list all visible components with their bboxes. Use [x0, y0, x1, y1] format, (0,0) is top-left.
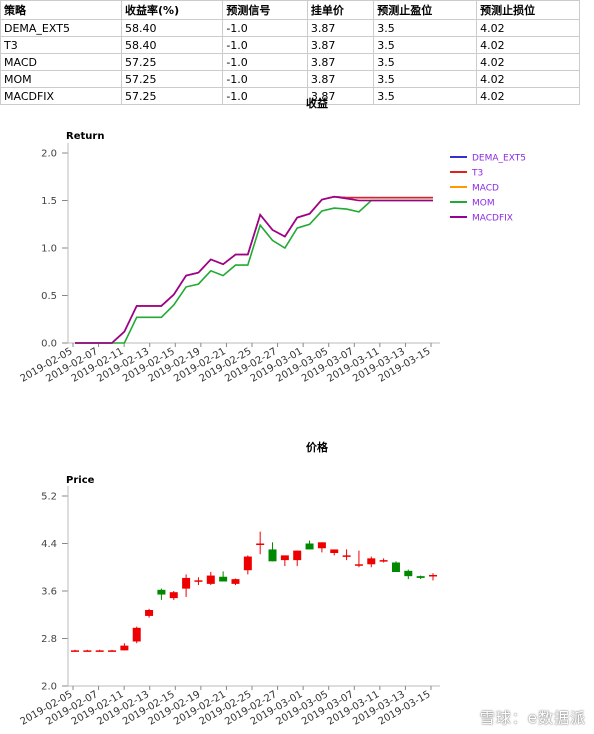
chart-title: 价格: [306, 440, 329, 454]
table-cell: 3.5: [373, 36, 478, 54]
candle-body: [256, 543, 265, 545]
table-cell: 58.40: [121, 19, 224, 37]
y-tick-label: 2.0: [41, 149, 57, 160]
table-cell: -1.0: [222, 53, 308, 71]
table-cell: 4.02: [476, 53, 580, 71]
legend-label: MOM: [472, 199, 495, 209]
table-row: MACD 57.25 -1.0 3.87 3.5 4.02: [0, 53, 580, 71]
table-cell: 3.87: [306, 19, 375, 37]
table-cell: 3.87: [306, 70, 375, 88]
table-header-cell: 收益率(%): [121, 0, 224, 20]
candle-body: [293, 550, 302, 561]
candle-body: [231, 579, 240, 584]
table-cell: -1.0: [222, 70, 308, 88]
table-header-row: 策略 收益率(%) 预测信号 挂单价 预测止盈位 预测止损位: [0, 0, 580, 20]
y-tick-label: 2.0: [41, 682, 57, 693]
table-header-cell: 挂单价: [306, 0, 375, 20]
candle-body: [219, 576, 228, 582]
candle-body: [354, 564, 363, 566]
table-cell: 3.5: [373, 70, 478, 88]
table-row: T3 58.40 -1.0 3.87 3.5 4.02: [0, 36, 580, 54]
candle-body: [83, 650, 92, 652]
candle-body: [330, 549, 339, 553]
candle-body: [280, 555, 289, 561]
candle-body: [145, 610, 154, 616]
candle-body: [429, 574, 437, 577]
chart-title: 收益: [306, 96, 328, 110]
candle-body: [317, 542, 326, 549]
table-cell: 3.5: [373, 87, 478, 105]
candle-body: [404, 570, 413, 577]
table-cell: T3: [0, 36, 123, 54]
candle-body: [108, 650, 117, 652]
candle-body: [268, 549, 277, 562]
table-cell: 57.25: [121, 70, 224, 88]
table-cell: 4.02: [476, 19, 580, 37]
legend-label: DEMA_EXT5: [472, 154, 526, 164]
table-header-cell: 策略: [0, 0, 123, 20]
watermark: 雪球：e数据派: [479, 709, 586, 727]
candle-body: [120, 645, 129, 651]
table-cell: 3.87: [306, 36, 375, 54]
candle-body: [206, 575, 215, 584]
table-cell: 3.5: [373, 53, 478, 71]
table-cell: DEMA_EXT5: [0, 19, 123, 37]
table-cell: 57.25: [121, 53, 224, 71]
candle-body: [243, 556, 252, 571]
table-cell: MOM: [0, 70, 123, 88]
y-tick-label: 0.0: [41, 339, 57, 350]
candle-body: [342, 555, 351, 557]
candle-body: [182, 577, 191, 589]
y-tick-label: 1.0: [41, 244, 57, 255]
candle-body: [416, 576, 425, 578]
y-tick-label: 3.6: [41, 587, 57, 598]
candle-body: [379, 560, 388, 562]
candle-body: [132, 627, 141, 642]
table-cell: 4.02: [476, 36, 580, 54]
table-cell: 4.02: [476, 70, 580, 88]
table-header-cell: 预测止损位: [476, 0, 580, 20]
legend-label: MACD: [472, 184, 499, 194]
y-axis-label: Return: [66, 131, 104, 142]
candle-body: [391, 562, 400, 572]
y-tick-label: 0.5: [41, 291, 57, 302]
table-body: DEMA_EXT5 58.40 -1.0 3.87 3.5 4.02 T3 58.40 -1.0…: [0, 19, 580, 105]
table-header-cell: 预测止盈位: [373, 0, 478, 20]
table-cell: 3.87: [306, 87, 375, 105]
price-chart: 价格Price2.02.83.64.45.22019-02-052019-02-…: [19, 440, 440, 728]
table-cell: -1.0: [222, 36, 308, 54]
table-cell: -1.0: [222, 19, 308, 37]
candle-body: [367, 558, 376, 565]
table-cell: 58.40: [121, 36, 224, 54]
candle-body: [95, 650, 104, 652]
legend-label: T3: [471, 169, 483, 179]
table-row: MOM 57.25 -1.0 3.87 3.5 4.02: [0, 70, 580, 88]
table-cell: MACDFIX: [0, 87, 123, 105]
table-row: MACDFIX 57.25 -1.0 3.87 3.5 4.02: [0, 87, 580, 105]
candle-body: [169, 592, 178, 599]
table-cell: 3.87: [306, 53, 375, 71]
strategy-table: 策略 收益率(%) 预测信号 挂单价 预测止盈位 预测止损位 DEMA_EXT5 58.40…: [0, 0, 580, 105]
y-tick-label: 1.5: [41, 196, 57, 207]
table-cell: 3.5: [373, 19, 478, 37]
series-line-macdfix: [75, 195, 433, 344]
table-cell: 4.02: [476, 87, 580, 105]
y-tick-label: 5.2: [41, 492, 57, 503]
table-row: DEMA_EXT5 58.40 -1.0 3.87 3.5 4.02: [0, 19, 580, 37]
y-axis-label: Price: [66, 475, 95, 486]
legend-label: MACDFIX: [472, 214, 513, 224]
table-cell: -1.0: [222, 87, 308, 105]
candle-body: [71, 650, 79, 652]
table-cell: MACD: [0, 53, 123, 71]
table-header-cell: 预测信号: [222, 0, 308, 20]
candle-body: [305, 543, 314, 550]
y-tick-label: 4.4: [41, 539, 57, 550]
return-chart: 收益Return0.00.51.01.52.02019-02-052019-02…: [19, 96, 526, 385]
table-cell: 57.25: [121, 87, 224, 105]
candle-body: [157, 589, 166, 595]
y-tick-label: 2.8: [41, 634, 57, 645]
candle-body: [194, 580, 203, 582]
